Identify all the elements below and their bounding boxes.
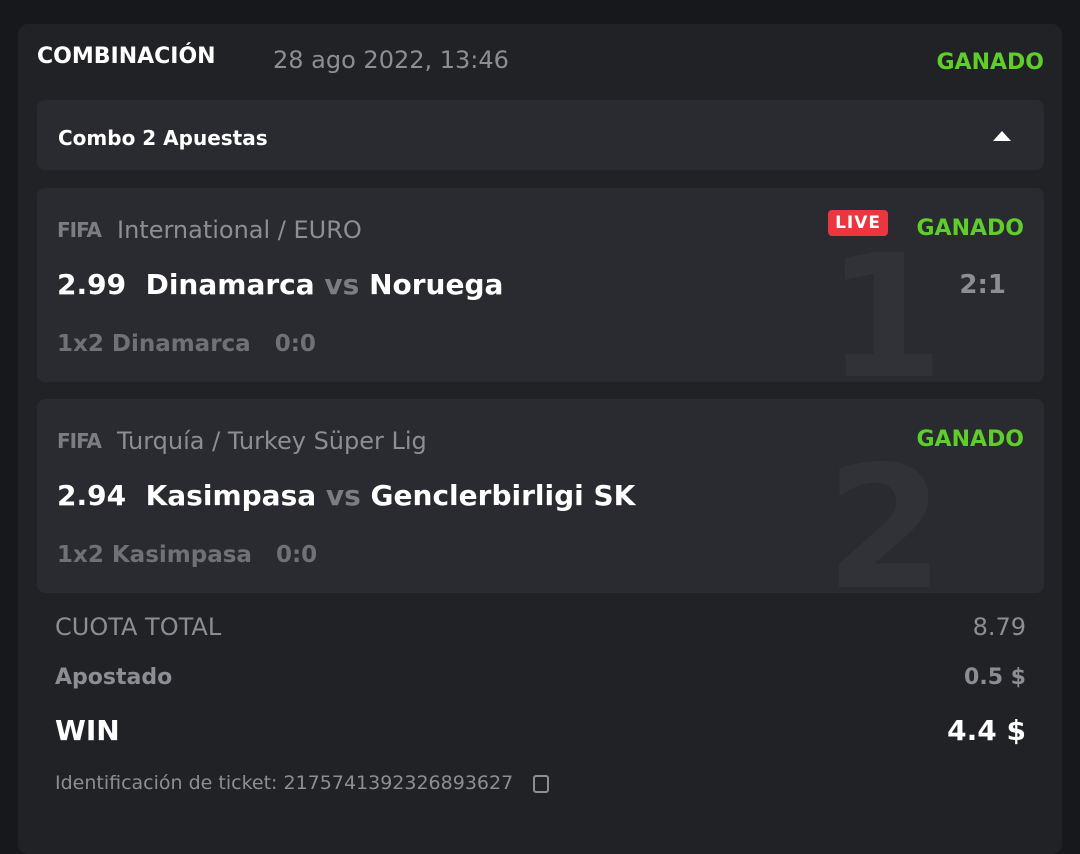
fifa-gamepad-icon: FIFA <box>57 218 102 242</box>
combo-toggle[interactable]: Combo 2 Apuestas <box>37 100 1044 170</box>
home-team: Kasimpasa <box>145 479 317 512</box>
bet-status: GANADO <box>936 50 1045 75</box>
bet-item-status: GANADO <box>916 216 1025 241</box>
ticket-number: 2175741392326893627 <box>283 772 514 794</box>
stake-label: Apostado <box>55 665 173 690</box>
market-pick: 1x2 Dinamarca <box>57 331 251 357</box>
total-odds-label: CUOTA TOTAL <box>55 613 222 641</box>
league: Turquía / Turkey Süper Lig <box>117 427 427 455</box>
bet-item: 2 FIFA Turquía / Turkey Süper Lig GANADO… <box>37 399 1044 593</box>
bet-type-title: COMBINACIÓN <box>37 44 216 69</box>
stake-value: 0.5 $ <box>964 665 1026 690</box>
live-badge: LIVE <box>828 210 888 236</box>
bet-index: 2 <box>825 430 944 593</box>
fifa-gamepad-icon: FIFA <box>57 429 102 453</box>
win-label: WIN <box>55 714 120 747</box>
score-at-bet: 0:0 <box>275 542 318 568</box>
bet-index: 1 <box>825 219 944 382</box>
combo-label: Combo 2 Apuestas <box>58 126 268 150</box>
match: 2.99 Dinamarca vs Noruega <box>57 268 503 301</box>
away-team: Noruega <box>369 268 504 301</box>
market: 1x2 Dinamarca 0:0 <box>57 331 316 357</box>
ticket-id: Identificación de ticket: 21757413923268… <box>55 772 550 794</box>
vs: vs <box>325 479 361 512</box>
away-team: Genclerbirligi SK <box>370 479 636 512</box>
final-score: 2:1 <box>959 270 1006 300</box>
bet-item-status: GANADO <box>916 427 1025 452</box>
market: 1x2 Kasimpasa 0:0 <box>57 542 317 568</box>
total-odds-value: 8.79 <box>972 613 1026 641</box>
win-row: WIN 4.4 $ <box>55 714 1026 747</box>
score-at-bet: 0:0 <box>274 331 316 357</box>
market-pick: 1x2 Kasimpasa <box>57 542 252 568</box>
bet-item: 1 FIFA International / EURO LIVE GANADO … <box>37 188 1044 382</box>
vs: vs <box>324 268 360 301</box>
bet-date: 28 ago 2022, 13:46 <box>273 46 509 74</box>
home-team: Dinamarca <box>145 268 315 301</box>
stake-row: Apostado 0.5 $ <box>55 665 1026 690</box>
league: International / EURO <box>117 216 362 244</box>
win-value: 4.4 $ <box>947 714 1026 747</box>
odds: 2.99 <box>57 268 127 301</box>
total-odds-row: CUOTA TOTAL 8.79 <box>55 613 1026 641</box>
odds: 2.94 <box>57 479 127 512</box>
collapse-up-icon[interactable] <box>993 131 1011 141</box>
copy-icon[interactable] <box>533 774 550 793</box>
ticket-label: Identificación de ticket: <box>55 772 278 794</box>
match: 2.94 Kasimpasa vs Genclerbirligi SK <box>57 479 635 512</box>
